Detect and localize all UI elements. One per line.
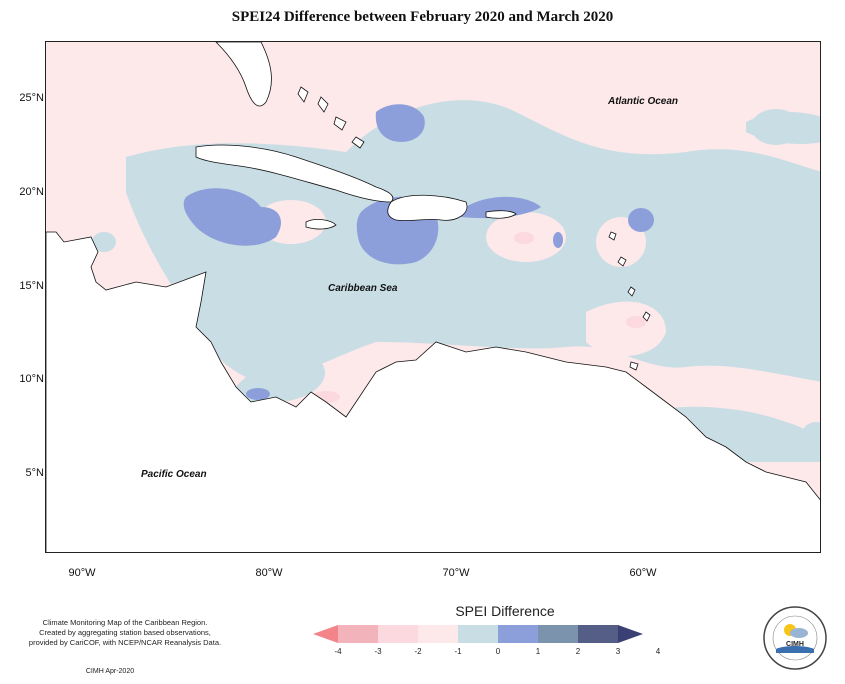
legend-tick-label: 2 bbox=[576, 647, 581, 656]
x-tick-80w: 80°W bbox=[255, 567, 283, 579]
credits-line-3: provided by CariCOF, with NCEP/NCAR Rean… bbox=[28, 638, 222, 647]
map-title: SPEI24 Difference between February 2020 … bbox=[231, 9, 614, 25]
land-outlines bbox=[46, 42, 820, 552]
pacific-ocean-label: Pacific Ocean bbox=[141, 469, 207, 480]
y-tick-15n: 15°N bbox=[19, 280, 44, 292]
legend-title: SPEI Difference bbox=[455, 603, 555, 619]
x-tick-90w: 90°W bbox=[68, 567, 96, 579]
x-tick-60w: 60°W bbox=[629, 567, 657, 579]
legend-arrow-left bbox=[313, 625, 338, 643]
legend-arrow-right bbox=[618, 625, 643, 643]
y-tick-5n: 5°N bbox=[25, 467, 44, 479]
legend-tick-label: 0 bbox=[496, 647, 501, 656]
credits-line-2: Created by aggregating station based obs… bbox=[39, 628, 211, 637]
legend-colorbar: -4 -3 -2 -1 0 1 2 3 4 bbox=[313, 625, 661, 656]
spei-zone-1-to-2 bbox=[183, 104, 654, 400]
legend-tick-label: 3 bbox=[616, 647, 621, 656]
legend-swatch bbox=[458, 625, 498, 643]
legend-tick-label: -1 bbox=[454, 647, 462, 656]
legend-swatch bbox=[338, 625, 378, 643]
map-canvas: Atlantic Ocean Caribbean Sea Pacific Oce… bbox=[46, 42, 820, 552]
credits-block: Climate Monitoring Map of the Caribbean … bbox=[10, 618, 240, 648]
credits-date: CIMH Apr-2020 bbox=[85, 668, 135, 675]
x-tick-70w: 70°W bbox=[442, 567, 470, 579]
legend-tick-label: -3 bbox=[374, 647, 382, 656]
atlantic-ocean-label: Atlantic Ocean bbox=[607, 96, 678, 107]
y-tick-20n: 20°N bbox=[19, 186, 44, 198]
legend-tick-label: 4 bbox=[656, 647, 661, 656]
legend-tick-label: -2 bbox=[414, 647, 422, 656]
y-tick-10n: 10°N bbox=[19, 373, 44, 385]
legend-swatch bbox=[418, 625, 458, 643]
cimh-logo-text: CIMH bbox=[786, 641, 804, 648]
credits-line-1: Climate Monitoring Map of the Caribbean … bbox=[42, 618, 208, 627]
legend-swatch bbox=[578, 625, 618, 643]
legend-swatch bbox=[498, 625, 538, 643]
legend-tick-label: -4 bbox=[334, 647, 342, 656]
cimh-logo: CIMH bbox=[762, 605, 828, 671]
map-panel: Atlantic Ocean Caribbean Sea Pacific Oce… bbox=[45, 41, 821, 553]
cimh-logo-icon: CIMH bbox=[763, 606, 827, 670]
legend-tick-label: 1 bbox=[536, 647, 541, 656]
y-tick-25n: 25°N bbox=[19, 92, 44, 104]
legend-swatch bbox=[538, 625, 578, 643]
caribbean-sea-label: Caribbean Sea bbox=[328, 283, 398, 294]
legend-swatch bbox=[378, 625, 418, 643]
